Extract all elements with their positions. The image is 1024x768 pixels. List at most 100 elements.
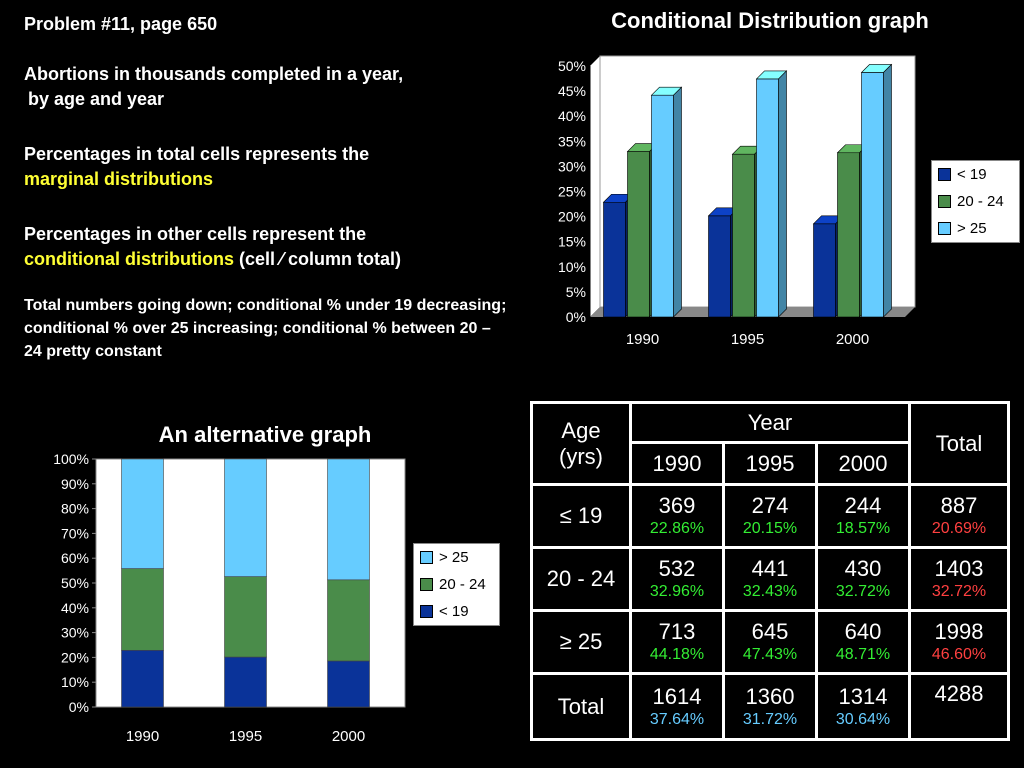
y-tick-label: 5% — [566, 284, 586, 300]
conditional-term: conditional distributions — [24, 249, 234, 269]
stack-20-24-1995 — [224, 576, 267, 658]
y-tick-label: 45% — [558, 83, 586, 99]
table-cell: 713 44.18% — [629, 609, 725, 675]
column-total: 1360 — [745, 683, 795, 709]
row-total: 1403 — [934, 556, 984, 581]
legend-item-20-24: 20 - 24 — [932, 188, 1019, 215]
bar-lt19-2000 — [813, 223, 836, 318]
legend-label: < 19 — [957, 166, 987, 183]
stack-20-24-1990 — [121, 568, 164, 651]
legend-swatch-20-24 — [420, 578, 433, 591]
bar-side-gt25-1995 — [778, 70, 787, 318]
y-tick-label: 80% — [61, 501, 89, 517]
bar-gt25-2000 — [861, 72, 884, 318]
stack-lt19-1990 — [121, 650, 164, 708]
row-total: 1998 — [934, 619, 984, 644]
y-tick-label: 25% — [558, 184, 586, 200]
y-tick-label: 15% — [558, 234, 586, 250]
bar-20-24-1995 — [732, 153, 755, 318]
y-tick-label: 30% — [61, 625, 89, 641]
conditional-formula: (cell ⁄ column total) — [239, 249, 402, 269]
x-tick-label: 1990 — [126, 728, 159, 745]
chart2-x-axis: 1990 1995 2000 — [126, 728, 365, 745]
table-cell: 645 47.43% — [722, 609, 818, 675]
legend-item-gt25: > 25 — [414, 544, 499, 571]
chart1-side-wall — [590, 56, 600, 317]
y-tick-label: 35% — [558, 133, 586, 149]
marginal-note-text: Percentages in total cells represents th… — [24, 144, 370, 164]
legend-item-gt25: > 25 — [932, 215, 1019, 242]
chart2-title: An alternative graph — [158, 422, 372, 447]
y-tick-label: 0% — [566, 309, 586, 325]
stack-gt25-1995 — [224, 458, 267, 577]
chart1-legend: < 19 20 - 24 > 25 — [931, 160, 1020, 243]
bar-20-24-2000 — [837, 152, 860, 318]
age-header: Age (yrs) — [530, 401, 632, 486]
cell-percent: 44.18% — [649, 646, 705, 663]
chart1-title: Conditional Distribution graph — [611, 8, 929, 33]
y-tick-label: 10% — [558, 259, 586, 275]
cell-percent: 32.96% — [649, 583, 705, 600]
age-header-line-1: Age — [561, 417, 601, 443]
column-total-percent: 30.64% — [835, 710, 891, 728]
marginal-note: Percentages in total cells represents th… — [24, 142, 524, 192]
y-tick-label: 30% — [558, 158, 586, 174]
year-1995-header: 1995 — [722, 441, 818, 486]
legend-label: < 19 — [439, 603, 469, 620]
table-row: 20 - 24 532 32.96% 441 32.43% 430 32.72% 14… — [530, 546, 1010, 612]
x-tick-label: 1990 — [626, 331, 659, 348]
cell-percent: 22.86% — [649, 520, 705, 537]
cell-percent: 32.72% — [835, 583, 891, 600]
stack-20-24-2000 — [327, 579, 370, 662]
cell-percent: 18.57% — [835, 520, 891, 537]
x-tick-label: 1995 — [229, 728, 262, 745]
table-row: ≥ 25 713 44.18% 645 47.43% 640 48.71% 1998 4… — [530, 609, 1010, 675]
bar-lt19-1990 — [603, 201, 626, 318]
cell-count: 441 — [751, 556, 789, 581]
table-cell: 532 32.96% — [629, 546, 725, 612]
stack-gt25-2000 — [327, 458, 370, 581]
row-label: ≥ 25 — [530, 609, 632, 675]
conditional-note: Percentages in other cells represent the… — [24, 222, 524, 272]
chart2-legend: > 25 20 - 24 < 19 — [413, 543, 500, 626]
cell-count: 645 — [751, 619, 789, 644]
x-tick-label: 1995 — [731, 331, 764, 348]
legend-swatch-20-24 — [938, 195, 951, 208]
row-total-cell: 1998 46.60% — [908, 609, 1010, 675]
column-total: 1314 — [838, 683, 888, 709]
year-2000-header: 2000 — [815, 441, 911, 486]
stack-lt19-1995 — [224, 656, 267, 708]
total-row: Total 1614 37.64% 1360 31.72% 1314 30.64% 4… — [530, 672, 1010, 741]
row-total: 887 — [940, 493, 978, 518]
y-tick-label: 50% — [61, 575, 89, 591]
table-cell: 441 32.43% — [722, 546, 818, 612]
legend-label: 20 - 24 — [439, 576, 486, 593]
legend-swatch-lt19 — [938, 168, 951, 181]
description-line-1: Abortions in thousands completed in a ye… — [24, 64, 404, 84]
row-total-cell: 1403 32.72% — [908, 546, 1010, 612]
x-tick-label: 2000 — [332, 728, 365, 745]
table-cell: 369 22.86% — [629, 483, 725, 549]
intro-text: Problem #11, page 650 Abortions in thous… — [24, 12, 524, 363]
column-total-percent: 31.72% — [742, 710, 798, 728]
y-tick-label: 10% — [61, 674, 89, 690]
y-tick-label: 20% — [61, 649, 89, 665]
row-total-cell: 887 20.69% — [908, 483, 1010, 549]
age-header-line-2: (yrs) — [559, 443, 603, 469]
legend-label: > 25 — [439, 549, 469, 566]
cell-count: 244 — [844, 493, 882, 518]
chart1-bars — [602, 63, 893, 318]
column-total: 1614 — [652, 683, 702, 709]
conditional-note-text: Percentages in other cells represent the — [24, 224, 367, 244]
legend-label: 20 - 24 — [957, 193, 1004, 210]
y-tick-label: 70% — [61, 525, 89, 541]
problem-title: Problem #11, page 650 — [24, 14, 218, 34]
y-tick-label: 100% — [53, 451, 89, 467]
chart2-bars — [121, 458, 370, 708]
bar-lt19-1995 — [708, 215, 731, 318]
row-total-percent: 32.72% — [931, 583, 987, 600]
grand-total-cell: 4288 — [908, 672, 1010, 741]
y-tick-label: 20% — [558, 209, 586, 225]
year-1990-header: 1990 — [629, 441, 725, 486]
legend-swatch-gt25 — [420, 551, 433, 564]
